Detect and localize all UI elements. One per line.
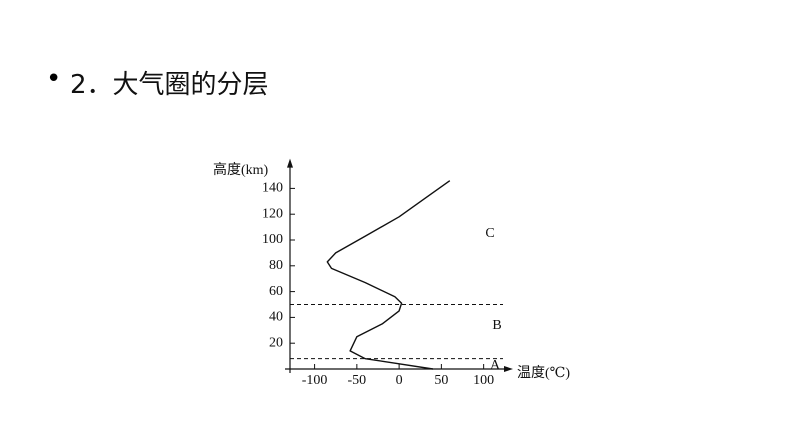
layer-label: A xyxy=(490,358,501,373)
layer-label: B xyxy=(492,318,501,333)
layer-label: C xyxy=(485,226,494,241)
y-tick-label: 40 xyxy=(269,310,283,325)
x-tick-label: 100 xyxy=(473,373,494,388)
x-tick-label: -50 xyxy=(348,373,367,388)
x-tick-label: -100 xyxy=(302,373,328,388)
bullet: • xyxy=(46,64,62,94)
temperature-curve xyxy=(326,180,451,370)
x-tick-label: 0 xyxy=(396,373,403,388)
y-axis-arrow xyxy=(287,158,293,168)
y-tick-label: 120 xyxy=(262,206,283,221)
y-tick-label: 100 xyxy=(262,232,283,247)
y-axis-label: 高度(km) xyxy=(213,161,269,178)
y-tick-label: 60 xyxy=(269,284,283,299)
slide-title: 2．大气圈的分层 xyxy=(70,70,269,100)
y-tick-label: 140 xyxy=(262,181,283,196)
x-tick-label: 50 xyxy=(434,373,448,388)
x-axis-label: 温度(℃) xyxy=(517,365,570,381)
y-tick-label: 80 xyxy=(269,258,283,273)
x-axis-arrow xyxy=(504,366,513,372)
y-tick-label: 20 xyxy=(269,335,283,350)
